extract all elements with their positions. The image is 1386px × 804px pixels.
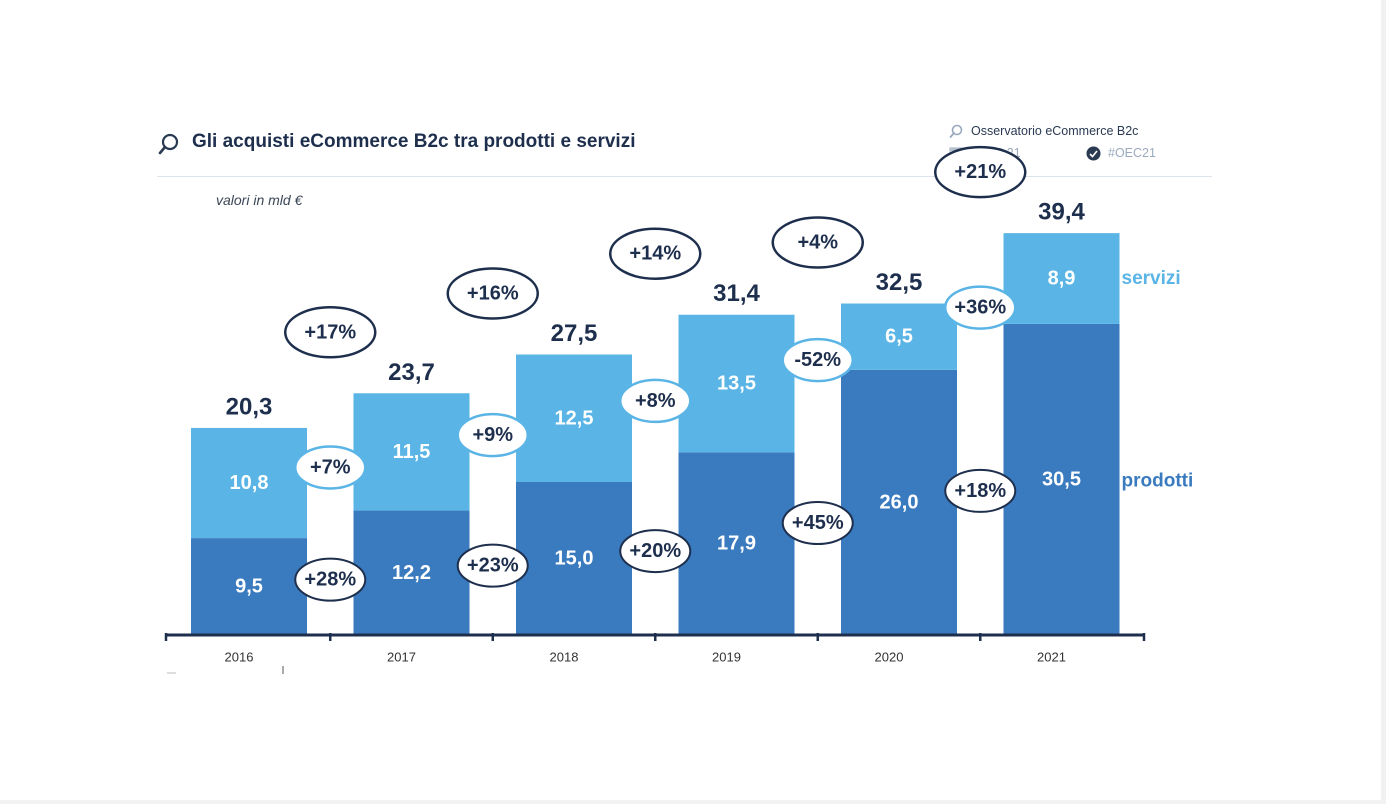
tick-label-2016: 2016 <box>225 650 254 665</box>
label-prodotti-2019: 17,9 <box>717 533 756 555</box>
total-label-2019: 31,4 <box>713 280 760 307</box>
label-prodotti-2018: 15,0 <box>555 548 594 570</box>
label-prodotti-2020: 26,0 <box>880 491 919 513</box>
growth-prodotti-2: +20% <box>629 540 681 562</box>
bar-servizi-2017 <box>353 393 470 511</box>
tick-label-2019: 2019 <box>712 650 741 665</box>
growth-prodotti-ellipse-3 <box>781 501 854 546</box>
growth-servizi-0: +7% <box>310 456 351 478</box>
tick-label-2017: 2017 <box>387 650 416 665</box>
bar-prodotti-2021 <box>1003 323 1120 635</box>
growth-total-0: +17% <box>304 321 356 343</box>
growth-total-ellipse-2 <box>609 227 702 280</box>
growth-prodotti-1: +23% <box>467 555 519 577</box>
label-servizi-2017: 11,5 <box>393 441 431 463</box>
growth-prodotti-0: +28% <box>304 569 356 591</box>
total-label-2018: 27,5 <box>551 320 598 347</box>
growth-prodotti-ellipse-2 <box>619 529 692 574</box>
label-servizi-2016: 10,8 <box>230 472 269 494</box>
bar-servizi-2020 <box>841 303 957 370</box>
bar-prodotti-2020 <box>841 369 957 635</box>
tick-label-2018: 2018 <box>550 650 579 665</box>
growth-servizi-2: +8% <box>635 390 676 412</box>
tick-label-2021: 2021 <box>1037 650 1066 665</box>
growth-prodotti-ellipse-0 <box>294 557 367 602</box>
growth-servizi-ellipse-4 <box>944 285 1017 330</box>
bar-prodotti-2019 <box>678 452 795 635</box>
label-prodotti-2017: 12,2 <box>392 562 431 584</box>
label-prodotti-2016: 9,5 <box>235 576 263 598</box>
growth-prodotti-ellipse-1 <box>456 543 529 588</box>
total-label-2016: 20,3 <box>226 393 273 420</box>
source-magnifier-icon <box>949 124 963 138</box>
unit-label: valori in mld € <box>216 192 303 208</box>
growth-total-ellipse-0 <box>284 306 377 359</box>
growth-prodotti-4: +18% <box>954 480 1006 502</box>
hashtag-label: #OEC21 <box>1108 146 1156 160</box>
growth-total-4: +21% <box>954 161 1006 183</box>
bar-servizi-2018 <box>516 354 632 482</box>
growth-servizi-ellipse-1 <box>456 412 529 458</box>
bar-prodotti-2017 <box>353 510 470 635</box>
bar-servizi-2016 <box>191 427 307 539</box>
growth-total-ellipse-3 <box>771 216 864 269</box>
growth-total-ellipse-1 <box>446 267 539 320</box>
label-servizi-2018: 12,5 <box>555 407 594 429</box>
growth-servizi-ellipse-0 <box>294 445 367 490</box>
growth-total-ellipse-4 <box>934 145 1027 199</box>
growth-servizi-ellipse-3 <box>781 337 854 383</box>
right-edge <box>1381 0 1386 804</box>
growth-servizi-ellipse-2 <box>619 378 692 424</box>
growth-total-1: +16% <box>467 283 519 305</box>
label-servizi-2021: 8,9 <box>1048 268 1076 290</box>
bar-servizi-2019 <box>678 314 795 453</box>
bar-servizi-2021 <box>1003 233 1120 324</box>
total-label-2017: 23,7 <box>388 359 435 386</box>
total-label-2020: 32,5 <box>876 269 923 296</box>
twitter-icon <box>1086 146 1101 161</box>
growth-total-2: +14% <box>629 243 681 265</box>
magnifier-icon <box>158 133 179 155</box>
bar-prodotti-2018 <box>516 482 632 635</box>
total-label-2021: 39,4 <box>1038 199 1085 226</box>
growth-servizi-1: +9% <box>472 424 513 446</box>
page-title: Gli acquisti eCommerce B2c tra prodotti … <box>192 131 636 152</box>
legend-prodotti: prodotti <box>1122 471 1194 492</box>
bar-prodotti-2016 <box>191 538 307 635</box>
header-divider <box>157 176 1212 177</box>
growth-prodotti-3: +45% <box>792 512 844 534</box>
growth-servizi-3: -52% <box>794 349 841 371</box>
label-prodotti-2021: 30,5 <box>1042 468 1081 490</box>
tick-label-2020: 2020 <box>875 650 904 665</box>
growth-total-3: +4% <box>797 232 838 254</box>
growth-servizi-4: +36% <box>954 297 1006 319</box>
bottom-edge <box>0 800 1386 804</box>
label-servizi-2019: 13,5 <box>717 373 756 395</box>
source-label: Osservatorio eCommerce B2c <box>971 124 1139 138</box>
growth-prodotti-ellipse-4 <box>944 468 1017 513</box>
label-servizi-2020: 6,5 <box>885 326 913 348</box>
legend-servizi: servizi <box>1122 268 1181 289</box>
